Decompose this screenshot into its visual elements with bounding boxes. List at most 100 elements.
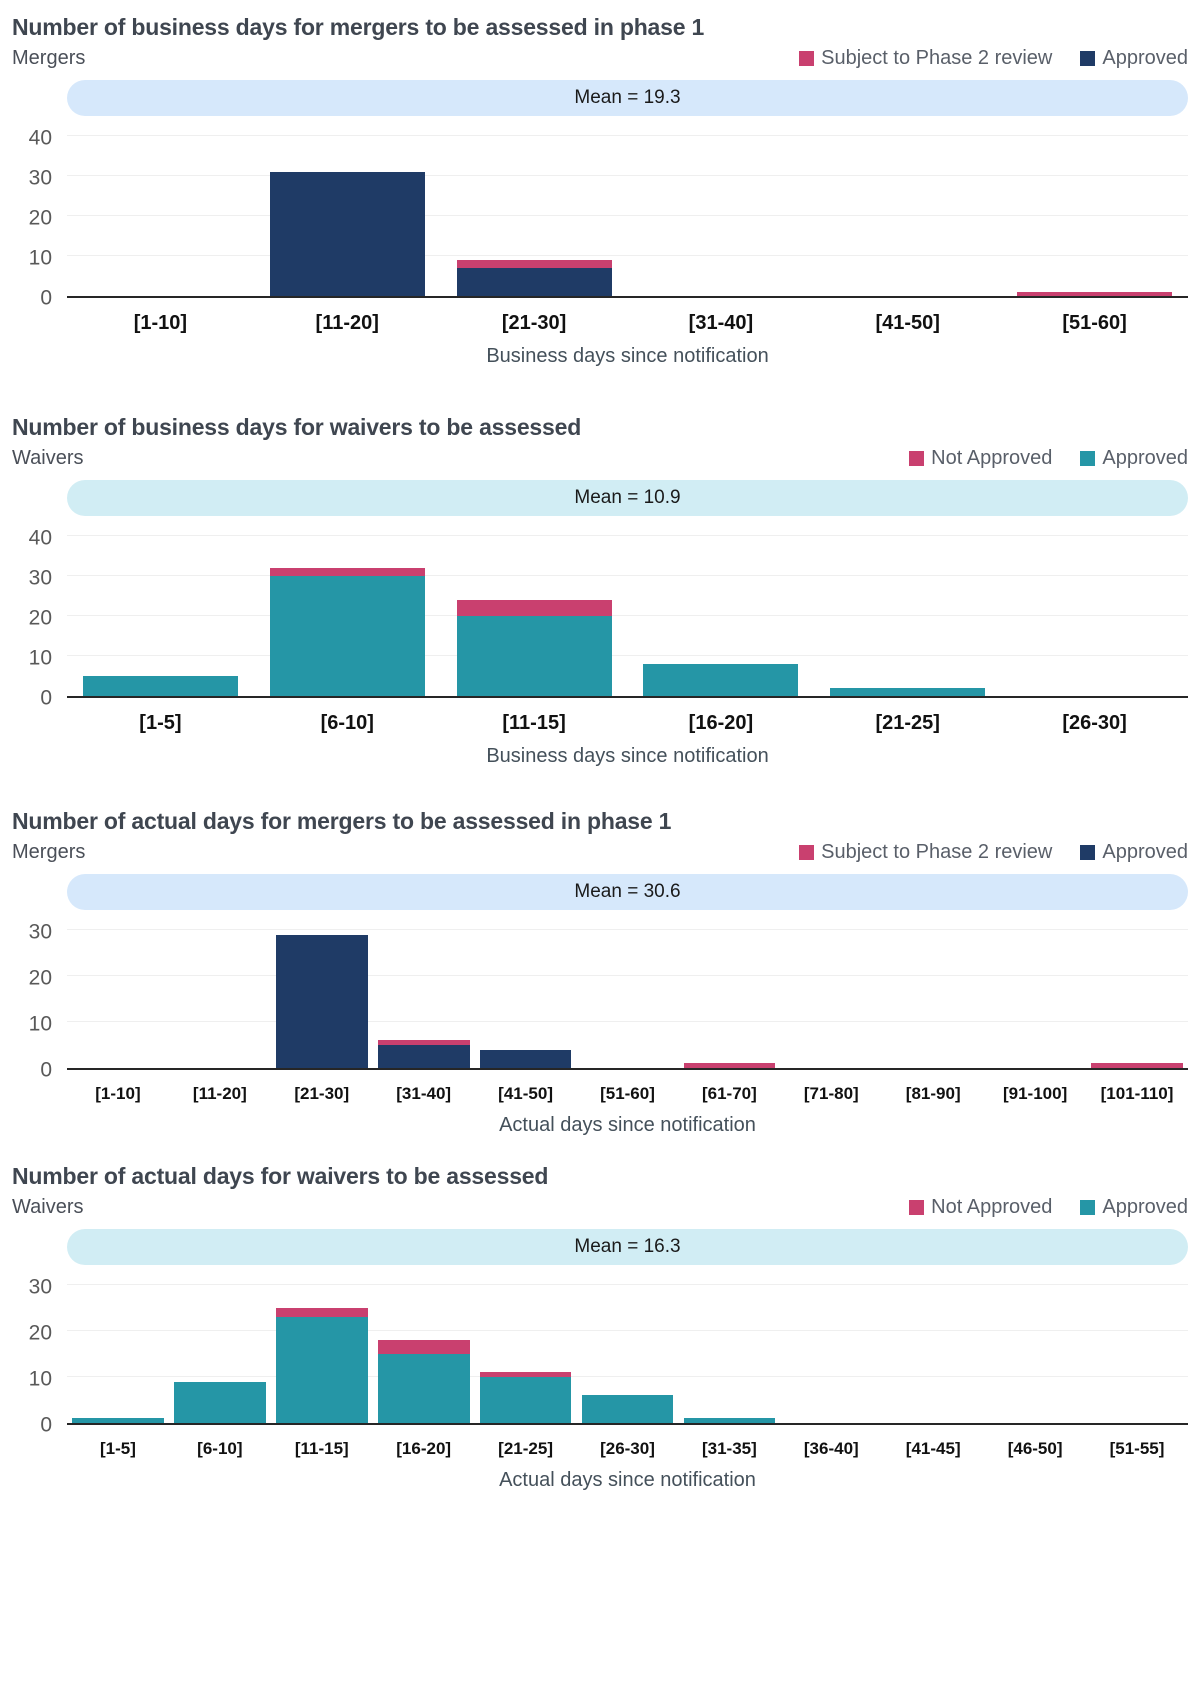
x-axis-title: Business days since notification <box>486 745 769 767</box>
bar-segment <box>377 1045 470 1068</box>
x-tick-label: [1-5] <box>100 1439 136 1458</box>
bar-slot <box>169 918 271 1068</box>
legend-label: Approved <box>1102 841 1188 863</box>
mean-band: Mean = 16.3 <box>67 1229 1188 1265</box>
stacked-bar <box>377 1340 470 1423</box>
x-tick-label: [21-30] <box>294 1084 350 1103</box>
bar-slot <box>67 918 169 1068</box>
legend-item: Not Approved <box>909 1196 1052 1219</box>
gridline <box>67 975 1188 976</box>
legend-swatch-icon <box>799 51 815 66</box>
bar-segment <box>269 568 425 576</box>
bar-slot <box>814 524 1001 696</box>
bar-slot <box>254 524 441 696</box>
mean-label: Mean = 30.6 <box>574 881 681 902</box>
stacked-bar <box>683 1418 776 1423</box>
stacked-bar <box>82 676 238 696</box>
stacked-bar <box>479 1049 572 1068</box>
x-axis-title: Actual days since notification <box>499 1114 756 1136</box>
stacked-bar <box>683 1063 776 1068</box>
bar-slot <box>780 1273 882 1423</box>
legend: Subject to Phase 2 review Approved <box>799 841 1188 864</box>
y-axis: 0 10 20 30 <box>12 918 60 1081</box>
bar-segment <box>275 934 368 1068</box>
bar-slot <box>627 524 814 696</box>
stacked-bar <box>643 664 799 696</box>
x-tick-label: [21-25] <box>498 1439 553 1458</box>
stacked-bar <box>269 568 425 696</box>
plot-area <box>67 524 1188 698</box>
bar-slot <box>373 1273 475 1423</box>
x-tick-label: [1-10] <box>133 312 188 334</box>
bar-slot <box>67 124 254 296</box>
bar-slot <box>577 1273 679 1423</box>
bar-segment <box>377 1040 470 1045</box>
chart-subtitle: Mergers <box>12 841 86 863</box>
chart-title: Number of business days for mergers to b… <box>12 14 705 40</box>
legend-item: Subject to Phase 2 review <box>799 841 1052 864</box>
y-tick-label: 10 <box>28 1012 52 1036</box>
x-tick-label: [26-30] <box>600 1439 655 1458</box>
legend-label: Subject to Phase 2 review <box>821 841 1053 863</box>
x-tick-label: [61-70] <box>701 1084 757 1103</box>
y-tick-label: 0 <box>40 286 52 310</box>
bar-slot <box>169 1273 271 1423</box>
gridline <box>67 929 1188 930</box>
x-axis-labels: [1-10] [11-20] [21-30] [31-40] [41-50] [51-60… <box>67 1084 1188 1104</box>
x-tick-label: [91-100] <box>1002 1084 1068 1103</box>
legend-label: Not Approved <box>931 1196 1053 1218</box>
y-tick-label: 40 <box>28 526 52 550</box>
bar-slot <box>678 918 780 1068</box>
bar-slot <box>373 918 475 1068</box>
chart-actual-days-mergers: Number of actual days for mergers to be … <box>0 802 1200 1137</box>
bar-slot <box>678 1273 780 1423</box>
chart-subtitle: Waivers <box>12 1196 84 1218</box>
y-tick-label: 30 <box>28 166 52 190</box>
x-tick-label: [1-5] <box>139 712 182 734</box>
gridline <box>67 1376 1188 1377</box>
bar-segment <box>456 260 612 268</box>
bar-slot <box>627 124 814 296</box>
legend-item: Approved <box>1080 841 1188 864</box>
x-axis-labels: [1-10] [11-20] [21-30] [31-40] [41-50] [51-60… <box>67 312 1188 335</box>
bar-segment <box>479 1372 572 1377</box>
chart-business-days-waivers: Number of business days for waivers to b… <box>0 408 1200 768</box>
bar-slot <box>441 124 628 296</box>
stacked-bar <box>1091 1063 1183 1068</box>
gridline <box>67 1021 1188 1022</box>
x-tick-label: [101-110] <box>1100 1084 1174 1103</box>
legend-label: Approved <box>1102 447 1188 469</box>
x-axis-labels: [1-5] [6-10] [11-15] [16-20] [21-25] [26-30] <box>67 712 1188 735</box>
y-tick-label: 10 <box>28 246 52 270</box>
x-axis-title: Business days since notification <box>486 345 769 367</box>
y-tick-label: 10 <box>28 646 52 670</box>
y-tick-label: 30 <box>28 566 52 590</box>
stacked-bar <box>830 688 986 696</box>
y-tick-label: 20 <box>28 966 52 990</box>
bar-segment <box>456 616 612 696</box>
bar-slot <box>1086 1273 1188 1423</box>
mean-band: Mean = 30.6 <box>67 874 1188 910</box>
y-tick-label: 30 <box>28 920 52 944</box>
gridline <box>67 215 1188 216</box>
x-tick-label: [16-20] <box>688 712 754 734</box>
y-axis: 0 10 20 30 <box>12 1273 60 1436</box>
gridline <box>67 615 1188 616</box>
bar-slot <box>984 918 1086 1068</box>
gridline <box>67 575 1188 576</box>
legend-item: Approved <box>1080 1196 1188 1219</box>
x-axis-labels: [1-5] [6-10] [11-15] [16-20] [21-25] [26-30] [… <box>67 1439 1188 1459</box>
bar-slot <box>882 1273 984 1423</box>
bar-slot <box>67 524 254 696</box>
bar-segment <box>479 1377 572 1423</box>
stacked-bar <box>1017 292 1173 296</box>
legend-swatch-icon <box>909 1200 925 1215</box>
chart-title: Number of business days for waivers to b… <box>12 414 582 440</box>
bar-slot <box>984 1273 1086 1423</box>
bar-segment <box>269 576 425 696</box>
y-tick-label: 20 <box>28 606 52 630</box>
legend-label: Not Approved <box>931 447 1053 469</box>
chart-title: Number of actual days for mergers to be … <box>12 808 672 834</box>
mean-label: Mean = 19.3 <box>574 87 681 108</box>
y-tick-label: 20 <box>28 1321 52 1345</box>
